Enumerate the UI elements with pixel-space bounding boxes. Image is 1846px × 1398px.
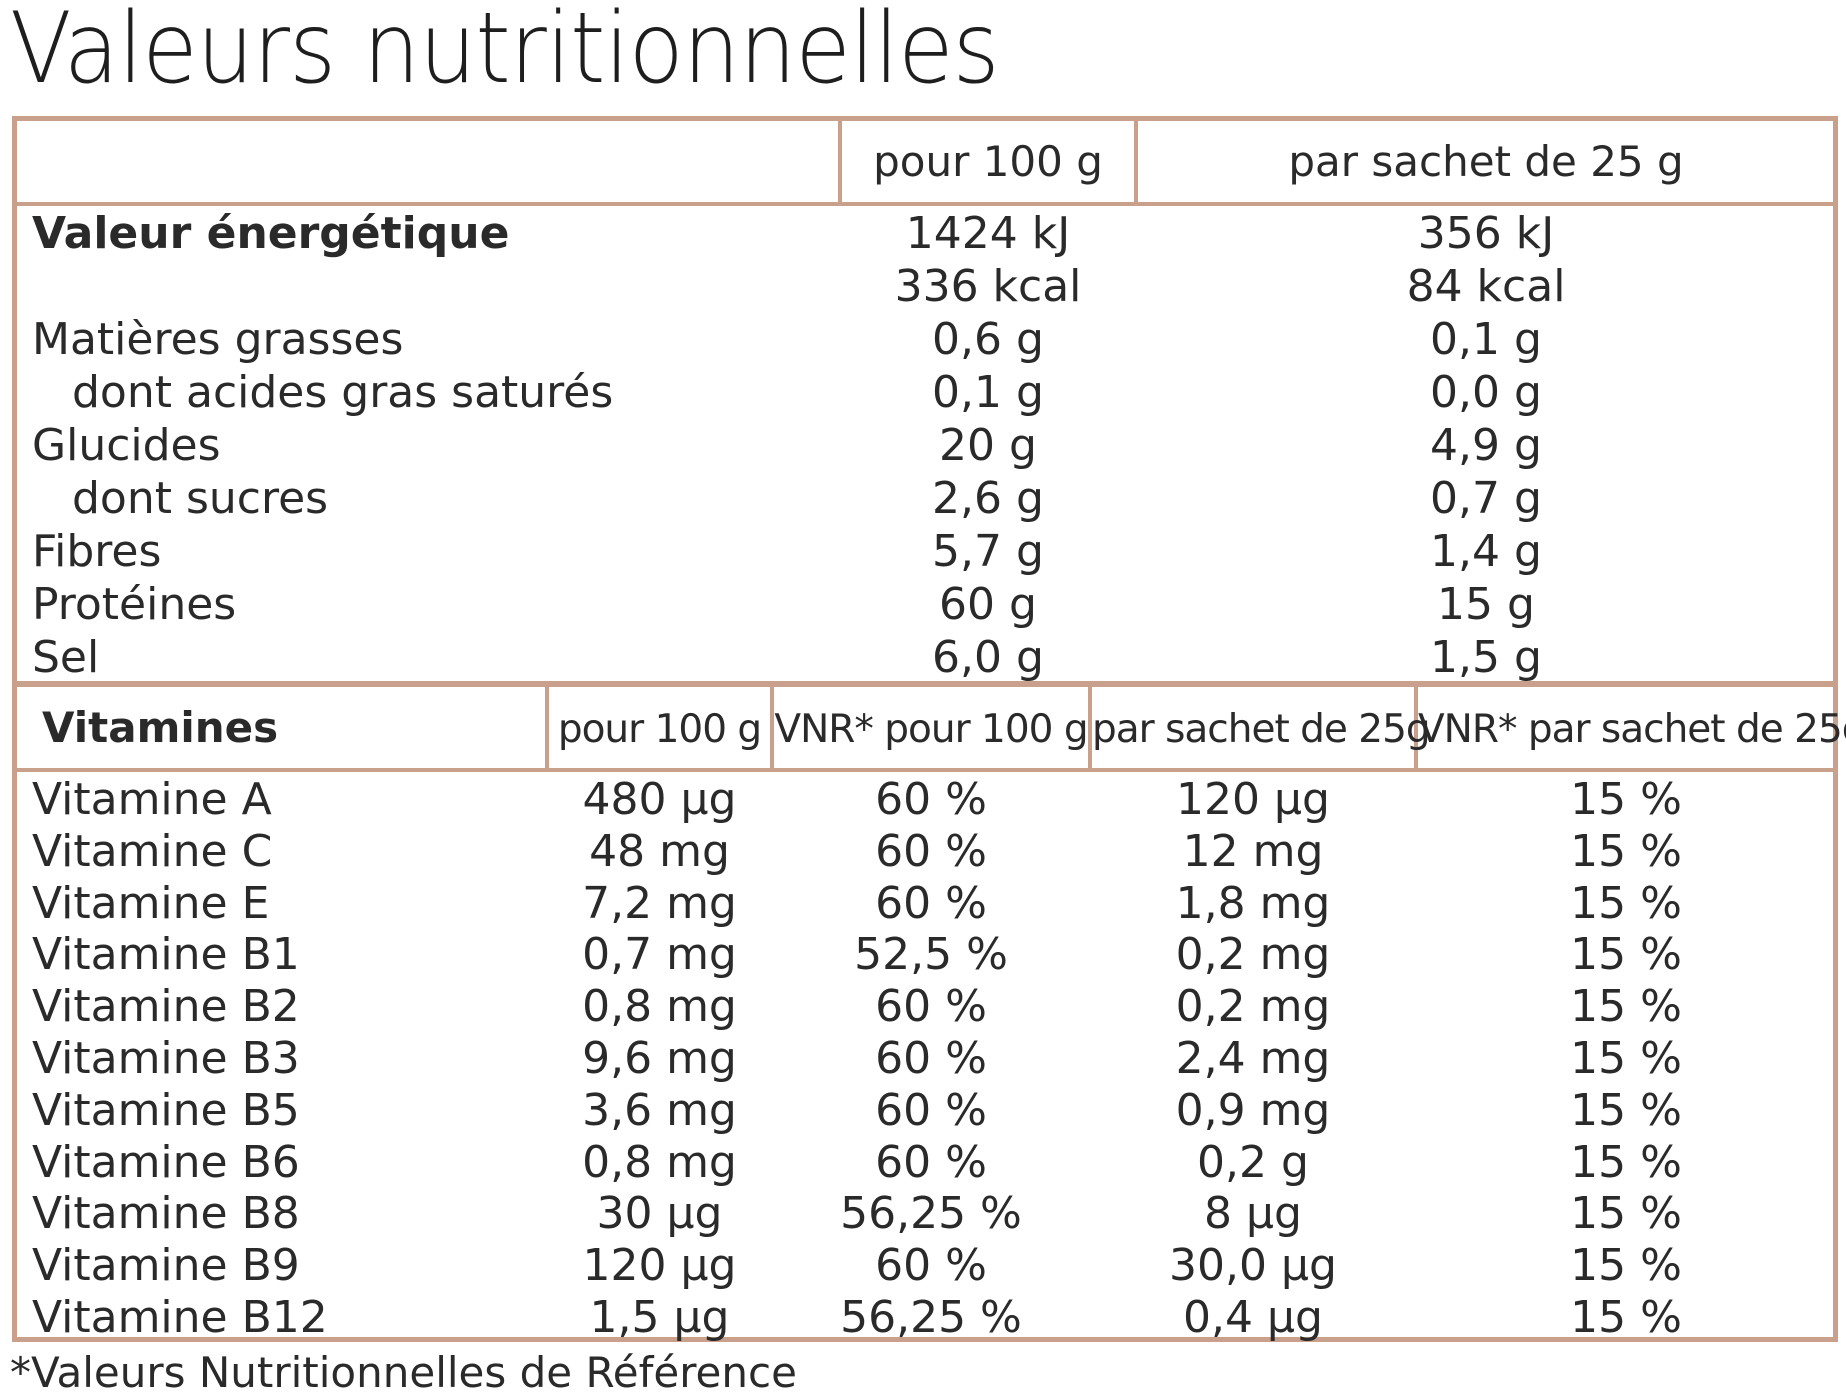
nutrient-label: Fibres [32, 526, 162, 577]
vitamin-sachet-value: 0,2 mg [1175, 929, 1331, 980]
nutrient-per100-value: 0,6 g [932, 314, 1044, 365]
nutrient-sachet-value: 4,9 g [1430, 420, 1542, 471]
vitamin-sachet-value: 0,2 mg [1175, 981, 1331, 1032]
vitamins-table [12, 682, 1838, 1342]
vitamin-vnr-sachet-value: 15 % [1570, 1085, 1682, 1136]
nutrient-sachet-value: 84 kcal [1406, 261, 1566, 312]
vitamin-vnr-per100-value: 60 % [875, 981, 987, 1032]
vitamin-sachet-value: 0,2 g [1197, 1137, 1309, 1188]
vitamin-label: Vitamine B6 [32, 1137, 300, 1188]
nutrient-sachet-value: 0,7 g [1430, 473, 1542, 524]
nutrient-sachet-value: 356 kJ [1417, 208, 1555, 259]
nutrient-label: Valeur énergétique [32, 208, 510, 259]
nutrient-per100-value: 2,6 g [932, 473, 1044, 524]
vitamin-vnr-sachet-value: 15 % [1570, 1292, 1682, 1343]
table2-col-divider-2 [770, 682, 774, 772]
vitamin-vnr-per100-value: 56,25 % [840, 1188, 1022, 1239]
table2-col-divider-3 [1088, 682, 1092, 772]
vitamin-per100-value: 3,6 mg [582, 1085, 737, 1136]
vitamin-per100-value: 120 µg [582, 1240, 737, 1291]
vitamin-vnr-sachet-value: 15 % [1570, 826, 1682, 877]
vitamin-sachet-value: 12 mg [1182, 826, 1324, 877]
vitamin-label: Vitamine B12 [32, 1292, 328, 1343]
vitamin-vnr-per100-value: 60 % [875, 1137, 987, 1188]
vitamin-per100-value: 9,6 mg [582, 1033, 737, 1084]
vitamin-sachet-value: 1,8 mg [1175, 878, 1331, 929]
vitamin-per100-value: 0,8 mg [582, 1137, 737, 1188]
nutrient-sachet-value: 1,5 g [1430, 632, 1542, 683]
nutrient-per100-value: 5,7 g [932, 526, 1044, 577]
table2-col-divider-1 [545, 682, 549, 772]
nutrient-sachet-value: 0,0 g [1430, 367, 1542, 418]
nutrient-sachet-value: 15 g [1437, 579, 1535, 630]
vitamin-label: Vitamine C [32, 826, 273, 877]
nutrient-label: Glucides [32, 420, 221, 471]
vitamin-vnr-per100-value: 60 % [875, 878, 987, 929]
table1-col-divider-1 [838, 116, 842, 206]
table2-header-divider [12, 768, 1838, 772]
vitamin-label: Vitamine B1 [32, 929, 300, 980]
vitamin-vnr-per100-value: 60 % [875, 1240, 987, 1291]
vitamin-per100-value: 30 µg [596, 1188, 723, 1239]
vitamin-label: Vitamine B8 [32, 1188, 300, 1239]
vitamin-vnr-sachet-value: 15 % [1570, 1033, 1682, 1084]
nutrient-sachet-value: 0,1 g [1430, 314, 1542, 365]
vitamin-sachet-value: 0,9 mg [1175, 1085, 1331, 1136]
vitamin-sachet-value: 120 µg [1176, 774, 1330, 825]
vitamin-sachet-value: 8 µg [1204, 1188, 1302, 1239]
vitamin-label: Vitamine A [32, 774, 272, 825]
table2-header-vnr-sachet: VNR* par sachet de 25g [1418, 707, 1846, 752]
nutrient-per100-value: 20 g [939, 420, 1037, 471]
vitamin-vnr-sachet-value: 15 % [1570, 929, 1682, 980]
vitamin-sachet-value: 30,0 µg [1169, 1240, 1337, 1291]
page-title: Valeurs nutritionnelles [10, 0, 1000, 106]
vitamin-label: Vitamine E [32, 878, 270, 929]
nutrient-sachet-value: 1,4 g [1430, 526, 1542, 577]
vitamin-per100-value: 7,2 mg [582, 878, 737, 929]
table1-header-divider [12, 202, 1838, 206]
nutrient-label: dont sucres [72, 473, 329, 524]
nutrient-label: Sel [32, 632, 100, 683]
nutrient-label: dont acides gras saturés [72, 367, 614, 418]
vitamin-vnr-sachet-value: 15 % [1570, 1137, 1682, 1188]
vitamin-vnr-per100-value: 60 % [875, 826, 987, 877]
vitamin-per100-value: 480 µg [582, 774, 737, 825]
table2-header-vitamines: Vitamines [42, 703, 279, 752]
vitamin-sachet-value: 2,4 mg [1175, 1033, 1331, 1084]
nutrient-per100-value: 1424 kJ [905, 208, 1071, 259]
vitamin-vnr-sachet-value: 15 % [1570, 774, 1682, 825]
vitamin-vnr-sachet-value: 15 % [1570, 1188, 1682, 1239]
vitamin-label: Vitamine B3 [32, 1033, 300, 1084]
vitamin-label: Vitamine B2 [32, 981, 300, 1032]
vitamin-per100-value: 0,7 mg [582, 929, 737, 980]
table2-header-sachet: par sachet de 25g [1092, 707, 1431, 752]
nutrient-label: Protéines [32, 579, 237, 630]
table2-header-vnr-per100: VNR* pour 100 g [774, 707, 1088, 752]
vitamin-per100-value: 1,5 µg [589, 1292, 730, 1343]
table1-header-per100: pour 100 g [873, 137, 1103, 186]
table2-header-per100: pour 100 g [557, 707, 762, 752]
table1-col-divider-2 [1134, 116, 1138, 206]
vitamin-vnr-sachet-value: 15 % [1570, 1240, 1682, 1291]
nutrient-per100-value: 60 g [939, 579, 1037, 630]
footnote: *Valeurs Nutritionnelles de Référence [10, 1348, 797, 1397]
vitamin-vnr-sachet-value: 15 % [1570, 878, 1682, 929]
vitamin-label: Vitamine B5 [32, 1085, 300, 1136]
vitamin-per100-value: 0,8 mg [582, 981, 737, 1032]
vitamin-label: Vitamine B9 [32, 1240, 300, 1291]
vitamin-vnr-per100-value: 60 % [875, 1085, 987, 1136]
nutrient-per100-value: 6,0 g [932, 632, 1044, 683]
table2-col-divider-4 [1414, 682, 1418, 772]
vitamin-sachet-value: 0,4 µg [1183, 1292, 1323, 1343]
vitamin-vnr-per100-value: 60 % [875, 774, 987, 825]
vitamin-vnr-per100-value: 56,25 % [840, 1292, 1022, 1343]
vitamin-vnr-per100-value: 60 % [875, 1033, 987, 1084]
vitamin-vnr-sachet-value: 15 % [1570, 981, 1682, 1032]
vitamin-vnr-per100-value: 52,5 % [854, 929, 1008, 980]
vitamin-per100-value: 48 mg [589, 826, 730, 877]
table1-header-sachet: par sachet de 25 g [1288, 137, 1684, 186]
nutrient-label: Matières grasses [32, 314, 404, 365]
nutrient-per100-value: 0,1 g [932, 367, 1044, 418]
nutrient-per100-value: 336 kcal [894, 261, 1082, 312]
